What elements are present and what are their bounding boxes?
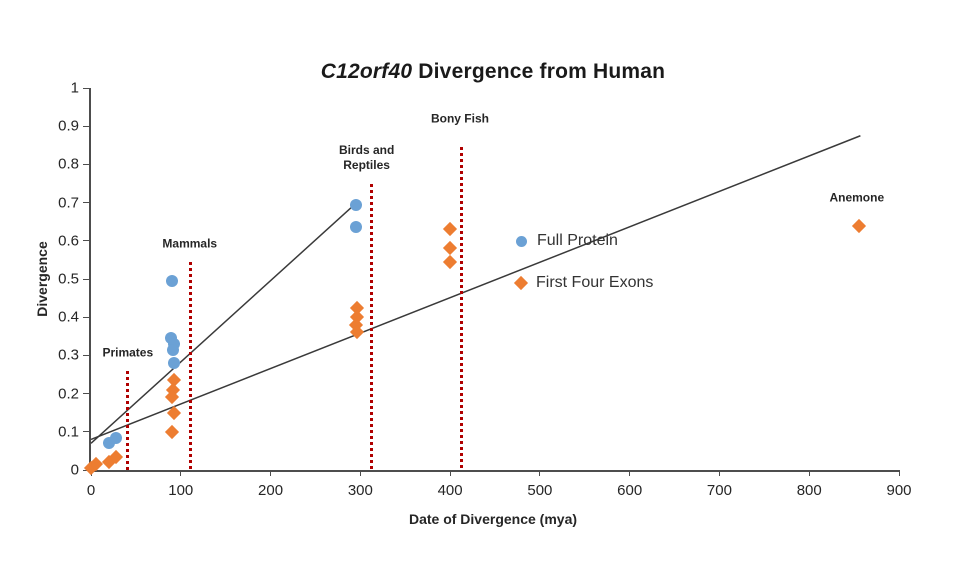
y-tick xyxy=(83,354,89,356)
reference-label-mammals: Mammals xyxy=(162,236,218,251)
x-tick xyxy=(270,470,272,476)
x-tick xyxy=(359,470,361,476)
y-tick-label: 0.5 xyxy=(58,270,79,288)
y-tick-label: 0.1 xyxy=(58,423,79,441)
legend-label-first-four-exons: First Four Exons xyxy=(536,274,654,291)
x-tick-label: 200 xyxy=(258,482,284,499)
y-tick xyxy=(83,125,89,127)
trend-line-full-protein-trend xyxy=(90,202,358,444)
point-full-protein xyxy=(166,343,179,356)
x-tick-label: 600 xyxy=(617,482,643,499)
y-tick xyxy=(83,393,89,395)
x-tick xyxy=(808,470,810,476)
plot-area: 0 100 200 300 400 500 600 700 800 900 0 0.1 0.2 0.3 0.… xyxy=(58,80,911,500)
trend-lines-layer xyxy=(90,135,861,444)
reference-line-bony-fish xyxy=(460,147,464,470)
x-tick xyxy=(898,470,900,476)
annotation-anemone: Anemone xyxy=(829,190,885,205)
reference-line-mammals xyxy=(189,261,193,470)
y-axis-label: Divergence xyxy=(34,241,50,317)
reference-label-primates: Primates xyxy=(102,345,154,360)
point-full-protein xyxy=(110,431,123,444)
y-tick-label: 0.9 xyxy=(58,117,79,135)
legend-label-full-protein: Full Protein xyxy=(537,232,618,249)
y-tick xyxy=(83,163,89,165)
legend: Full Protein First Four Exons xyxy=(513,232,654,316)
y-tick-label: 0.7 xyxy=(58,194,79,212)
y-tick xyxy=(83,431,89,433)
y-tick-label: 1 xyxy=(70,79,79,97)
y-tick-label: 0.6 xyxy=(58,232,79,250)
y-tick-label: 0 xyxy=(70,461,79,479)
reference-line-birds-reptiles xyxy=(369,183,373,470)
x-tick xyxy=(539,470,541,476)
x-tick-label: 500 xyxy=(527,482,553,499)
point-full-protein xyxy=(165,274,178,287)
y-tick xyxy=(83,240,89,242)
y-tick-label: 0.3 xyxy=(58,346,79,364)
y-tick xyxy=(83,87,89,89)
x-tick-label: 400 xyxy=(437,482,463,499)
x-tick-label: 300 xyxy=(347,482,373,499)
point-full-protein xyxy=(167,357,180,370)
x-tick-label: 900 xyxy=(886,482,912,499)
x-tick-label: 0 xyxy=(86,482,96,499)
legend-item-first-four-exons: First Four Exons xyxy=(513,274,654,292)
trend-line-first-four-exons-trend xyxy=(90,135,861,441)
reference-label-birds-reptiles: Birds and Reptiles xyxy=(338,142,395,172)
y-tick-label: 0.4 xyxy=(58,308,79,326)
x-tick-label: 800 xyxy=(796,482,822,499)
y-tick xyxy=(83,278,89,280)
y-tick-label: 0.8 xyxy=(58,155,79,173)
chart-title: C12orf40 Divergence from Human xyxy=(89,60,897,84)
y-tick-label: 0.2 xyxy=(58,385,79,403)
y-tick xyxy=(83,202,89,204)
legend-item-full-protein: Full Protein xyxy=(516,232,653,250)
x-tick xyxy=(449,470,451,476)
reference-line-primates xyxy=(126,370,130,470)
point-full-protein xyxy=(349,221,362,234)
x-tick xyxy=(629,470,631,476)
chart-title-rest: Divergence from Human xyxy=(412,60,666,83)
full-protein-circle-icon xyxy=(516,235,527,247)
x-tick xyxy=(180,470,182,476)
point-full-protein xyxy=(349,198,362,211)
first-four-exons-diamond-icon xyxy=(513,275,529,291)
y-tick xyxy=(83,316,89,318)
x-tick-label: 700 xyxy=(706,482,732,499)
chart-title-gene: C12orf40 xyxy=(320,60,413,83)
x-tick-label: 100 xyxy=(168,482,194,499)
x-axis-label: Date of Divergence (mya) xyxy=(408,511,578,527)
x-tick xyxy=(718,470,720,476)
reference-label-bony-fish: Bony Fish xyxy=(430,111,489,126)
